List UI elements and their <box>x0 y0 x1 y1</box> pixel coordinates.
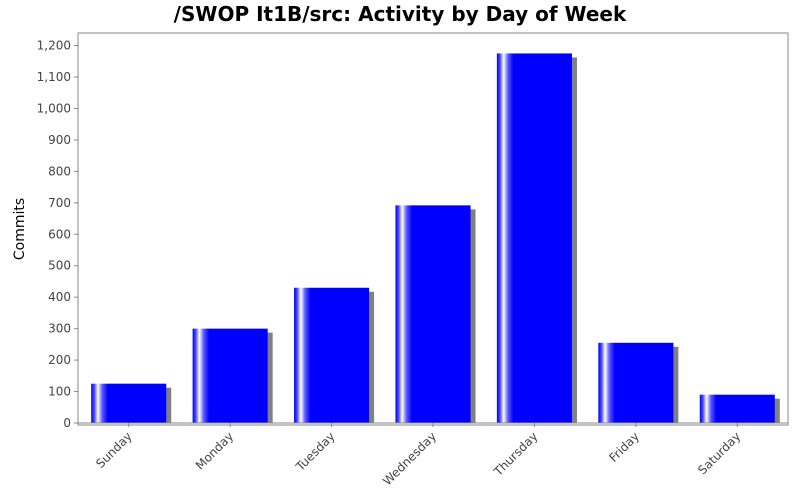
y-tick-label: 800 <box>48 164 71 178</box>
y-tick-label: 300 <box>48 322 71 336</box>
bar <box>395 205 471 423</box>
bar <box>294 287 370 423</box>
bar-thursday <box>496 53 577 424</box>
y-tick-label: 1,100 <box>37 70 71 84</box>
bar-monday <box>192 328 273 423</box>
x-tick-label: Monday <box>193 429 236 472</box>
y-tick-label: 1,200 <box>37 39 71 53</box>
x-tick-label: Sunday <box>93 429 135 471</box>
y-axis: 0 100 200 300 400 500 600 700 800 900 1,000 1,100 1,… <box>37 33 79 430</box>
bar-tuesday <box>294 287 375 423</box>
chart-title: /SWOP It1B/src: Activity by Day of Week <box>173 2 627 26</box>
bar <box>598 342 674 423</box>
bar <box>91 383 167 423</box>
y-tick-label: 100 <box>48 385 71 399</box>
bar-friday <box>598 342 679 423</box>
y-axis-title: Commits <box>12 198 28 260</box>
x-tick-label: Friday <box>606 429 642 465</box>
y-tick-label: 600 <box>48 227 71 241</box>
x-tick-label: Thursday <box>490 429 540 479</box>
bar <box>192 328 268 423</box>
bar <box>699 394 775 423</box>
y-tick-label: 1,000 <box>37 101 71 115</box>
y-tick-label: 0 <box>63 416 71 430</box>
y-tick-label: 500 <box>48 259 71 273</box>
y-tick-label: 400 <box>48 290 71 304</box>
y-tick-label: 900 <box>48 133 71 147</box>
bar-wednesday <box>395 205 476 423</box>
y-tick-label: 200 <box>48 353 71 367</box>
bar-saturday <box>699 394 780 423</box>
bars-group <box>91 53 780 424</box>
bar <box>496 53 572 424</box>
y-tick-label: 700 <box>48 196 71 210</box>
x-axis: Sunday Monday Tuesday Wednesday Thursday Frid… <box>78 422 788 488</box>
x-tick-label: Saturday <box>695 429 743 477</box>
x-tick-label: Wednesday <box>380 429 439 488</box>
bar-sunday <box>91 383 172 423</box>
x-tick-label: Tuesday <box>293 429 338 474</box>
